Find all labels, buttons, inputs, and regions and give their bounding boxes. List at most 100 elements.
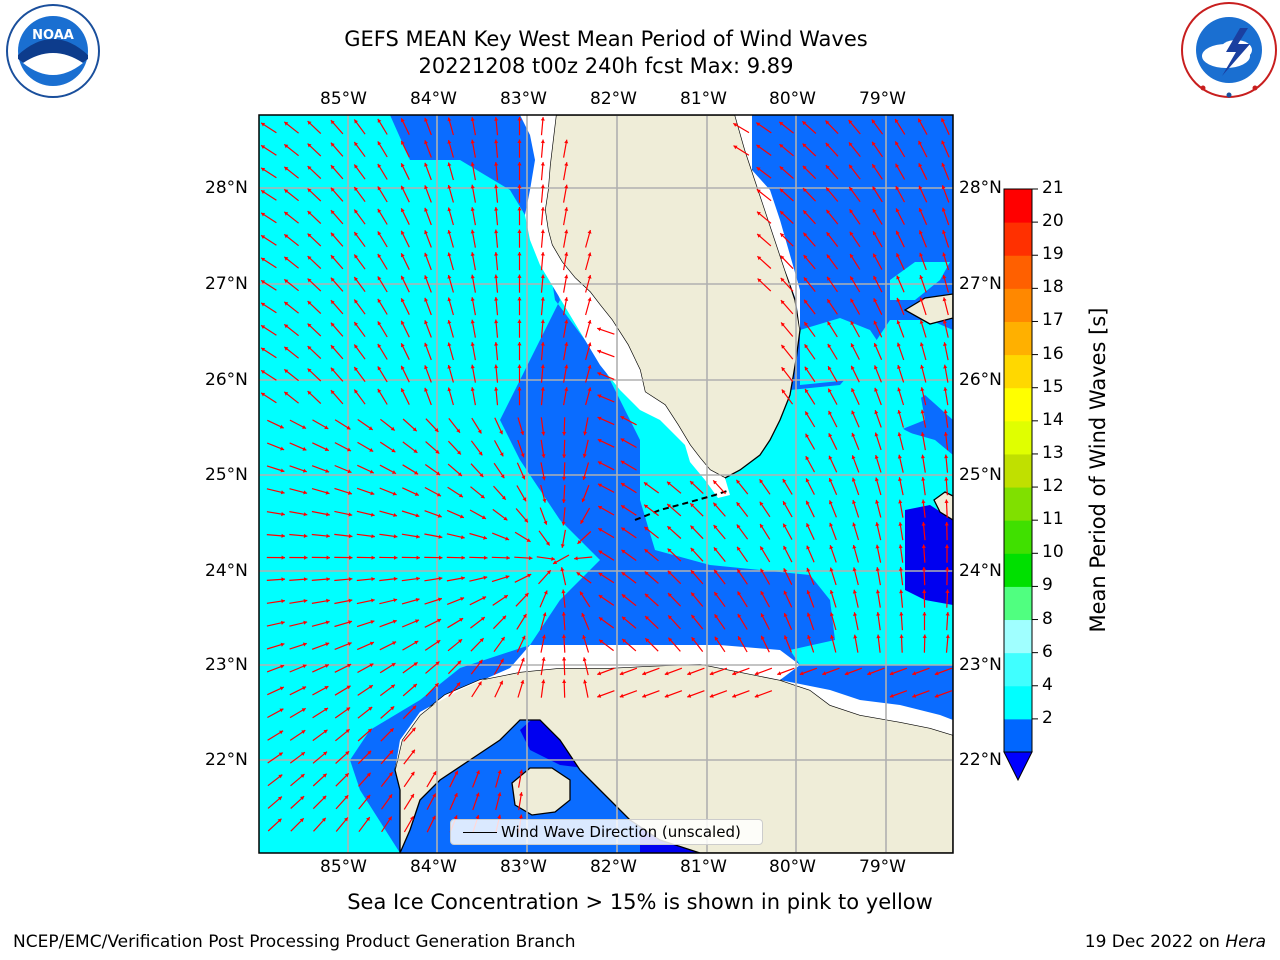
lat-label-right-22n: 22°N	[959, 750, 1002, 770]
wave-arrow-head	[307, 368, 312, 373]
wave-arrow-head	[944, 544, 949, 548]
wave-arrow-head	[424, 185, 428, 190]
wave-arrow-head	[783, 545, 787, 550]
wave-arrow-head	[690, 570, 695, 575]
wave-arrow-head	[781, 344, 786, 349]
wave-arrow-head	[438, 534, 443, 539]
wave-arrow-head	[497, 792, 502, 797]
wave-arrow-head	[475, 792, 480, 797]
wave-arrow-head	[875, 567, 880, 571]
wave-arrow-head	[805, 411, 809, 416]
wave-arrow-head	[922, 589, 927, 593]
wave-arrow-head	[494, 117, 499, 121]
wave-arrow-head	[424, 117, 428, 122]
wind-wave-direction-arrows	[260, 117, 953, 833]
wave-arrow-head	[598, 595, 603, 599]
wave-arrow-head	[540, 342, 545, 346]
wave-arrow-head	[540, 364, 545, 369]
wave-arrow-head	[895, 208, 900, 213]
wave-arrow-head	[280, 620, 285, 625]
wave-arrow-head	[366, 772, 371, 777]
wave-arrow-head	[668, 593, 672, 597]
wave-arrow-head	[562, 477, 567, 481]
wave-arrow-head	[393, 598, 398, 603]
wave-arrow-head	[803, 277, 808, 282]
wave-arrow-head	[284, 369, 289, 374]
wave-arrow-head	[597, 693, 602, 698]
colorbar-band	[1004, 189, 1032, 223]
wave-arrow-head	[412, 705, 417, 710]
wave-arrow-head	[804, 299, 808, 304]
lon-label-bottom-79w: 79°W	[859, 857, 906, 877]
wave-arrow-head	[479, 473, 484, 477]
wave-arrow-head	[517, 184, 522, 188]
wave-arrow-head	[325, 642, 330, 647]
wave-arrow-head	[945, 612, 950, 616]
wave-arrow-head	[849, 164, 853, 169]
wave-arrow-head	[447, 230, 452, 234]
wave-arrow-head	[761, 635, 765, 640]
wave-arrow-head	[713, 547, 718, 552]
wave-arrow-head	[459, 618, 464, 622]
wave-period-cyan-patches	[800, 262, 953, 495]
wave-arrow-head	[431, 815, 436, 820]
wave-arrow-head	[349, 555, 353, 560]
wave-arrow-head	[829, 545, 834, 550]
wave-arrow-head	[619, 693, 624, 698]
wave-arrow-head	[756, 122, 761, 127]
wave-arrow-head	[873, 231, 877, 236]
wave-arrow-head	[919, 297, 924, 302]
wave-arrow-head	[390, 684, 395, 689]
wave-arrow-head	[478, 659, 483, 664]
wave-arrow-head	[564, 229, 569, 234]
wave-arrow-head	[541, 476, 546, 481]
colorbar-tick-label: 14	[1042, 409, 1064, 430]
wave-arrow-head	[714, 636, 719, 641]
wave-arrow-head	[414, 492, 419, 496]
wave-arrow-head	[261, 122, 266, 127]
wave-arrow-head	[392, 619, 397, 624]
wave-arrow-head	[345, 751, 350, 756]
wave-arrow-head	[415, 619, 419, 624]
wave-arrow-head	[284, 256, 289, 261]
wave-arrow-head	[582, 453, 587, 458]
nws-logo	[1181, 2, 1277, 98]
wave-arrow-head	[644, 482, 648, 487]
wave-arrow-head	[447, 185, 452, 189]
colorbar-band	[1004, 354, 1032, 389]
wave-arrow-head	[300, 752, 305, 756]
wave-arrow-head	[921, 522, 926, 526]
wave-arrow-head	[757, 278, 762, 283]
wave-arrow-head	[941, 185, 946, 190]
wave-arrow-head	[898, 477, 903, 481]
wave-arrow-head	[370, 620, 375, 624]
colorbar-tick-label: 19	[1042, 244, 1064, 265]
wave-arrow-head	[826, 187, 830, 192]
wave-arrow-head	[284, 391, 289, 396]
lon-label-top-81w: 81°W	[680, 89, 727, 109]
wave-arrow-head	[851, 455, 856, 460]
wave-arrow-head	[851, 410, 856, 415]
wave-arrow-head	[782, 478, 787, 483]
wave-arrow-head	[829, 522, 833, 527]
colorbar-band	[1004, 586, 1032, 621]
wave-arrow-head	[517, 297, 522, 301]
wave-arrow-head	[784, 635, 788, 640]
wave-arrow-head	[424, 207, 428, 212]
colorbar-tick-label: 8	[1042, 608, 1053, 629]
wave-arrow-head	[645, 616, 649, 620]
wave-arrow-head	[597, 349, 602, 354]
wave-arrow-head	[540, 162, 545, 166]
wave-arrow-head	[470, 207, 475, 211]
lon-label-top-79w: 79°W	[859, 89, 906, 109]
wave-arrow-head	[301, 708, 306, 712]
wave-arrow-head	[899, 612, 904, 616]
wave-arrow-head	[470, 139, 475, 144]
wave-arrow-head	[478, 451, 483, 456]
wave-arrow-head	[280, 664, 285, 669]
wave-arrow-head	[470, 342, 475, 346]
wave-arrow-head	[942, 319, 947, 324]
colorbar-tick-label: 15	[1042, 376, 1064, 397]
colorbar-tick-label: 9	[1042, 575, 1053, 596]
wave-arrow-head	[828, 410, 832, 415]
